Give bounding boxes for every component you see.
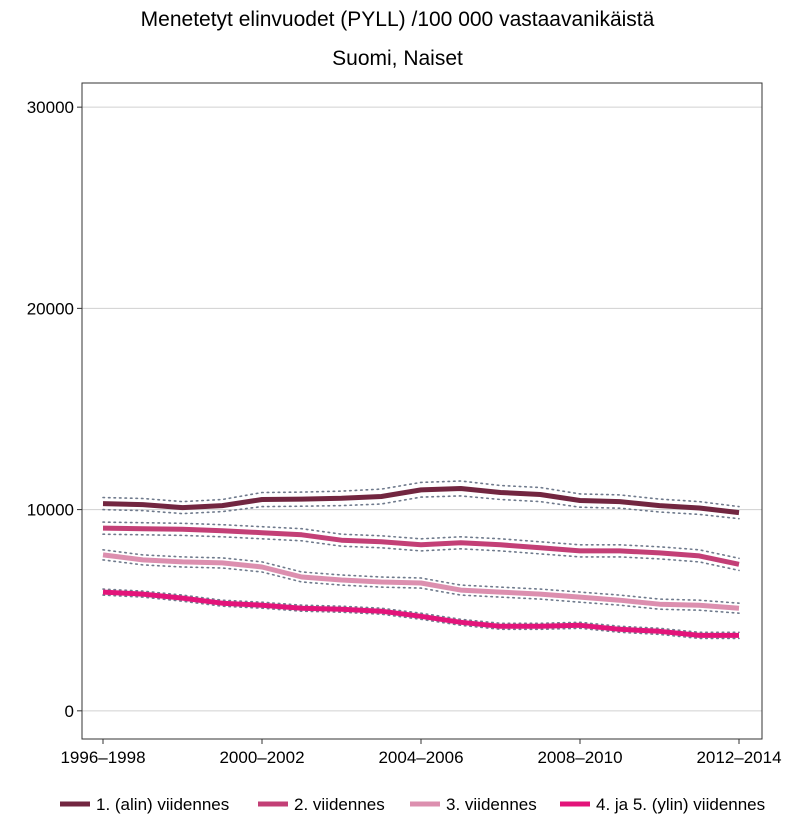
plot-panel xyxy=(81,82,763,740)
legend-label: 4. ja 5. (ylin) viidennes xyxy=(596,795,765,814)
series-line xyxy=(102,525,740,567)
series-line xyxy=(102,486,740,516)
x-tick-label: 2008–2010 xyxy=(537,748,622,767)
ci-lower-line xyxy=(102,594,740,640)
y-tick-label: 0 xyxy=(65,702,74,721)
ci-lower-line xyxy=(102,533,740,572)
x-tick-label: 2000–2002 xyxy=(219,748,304,767)
x-tick-label: 2012–2014 xyxy=(696,748,781,767)
ci-upper-line xyxy=(102,521,740,560)
y-tick-label: 10000 xyxy=(27,501,74,520)
ci-upper-line xyxy=(102,588,740,634)
y-tick-label: 30000 xyxy=(27,98,74,117)
legend-label: 1. (alin) viidennes xyxy=(96,795,229,814)
legend-label: 3. viidennes xyxy=(446,795,537,814)
series-line xyxy=(102,552,740,611)
ci-upper-line xyxy=(102,548,740,605)
chart-title: Menetetyt elinvuodet (PYLL) /100 000 vas… xyxy=(140,8,655,31)
legend-label: 2. viidennes xyxy=(294,795,385,814)
y-tick-label: 20000 xyxy=(27,299,74,318)
chart-subtitle: Suomi, Naiset xyxy=(332,47,463,70)
ci-upper-line xyxy=(102,480,740,508)
x-tick-label: 1996–1998 xyxy=(60,748,145,767)
series-line xyxy=(102,589,739,638)
ci-lower-line xyxy=(102,559,740,615)
ci-lower-line xyxy=(102,495,740,520)
x-tick-label: 2004–2006 xyxy=(378,748,463,767)
